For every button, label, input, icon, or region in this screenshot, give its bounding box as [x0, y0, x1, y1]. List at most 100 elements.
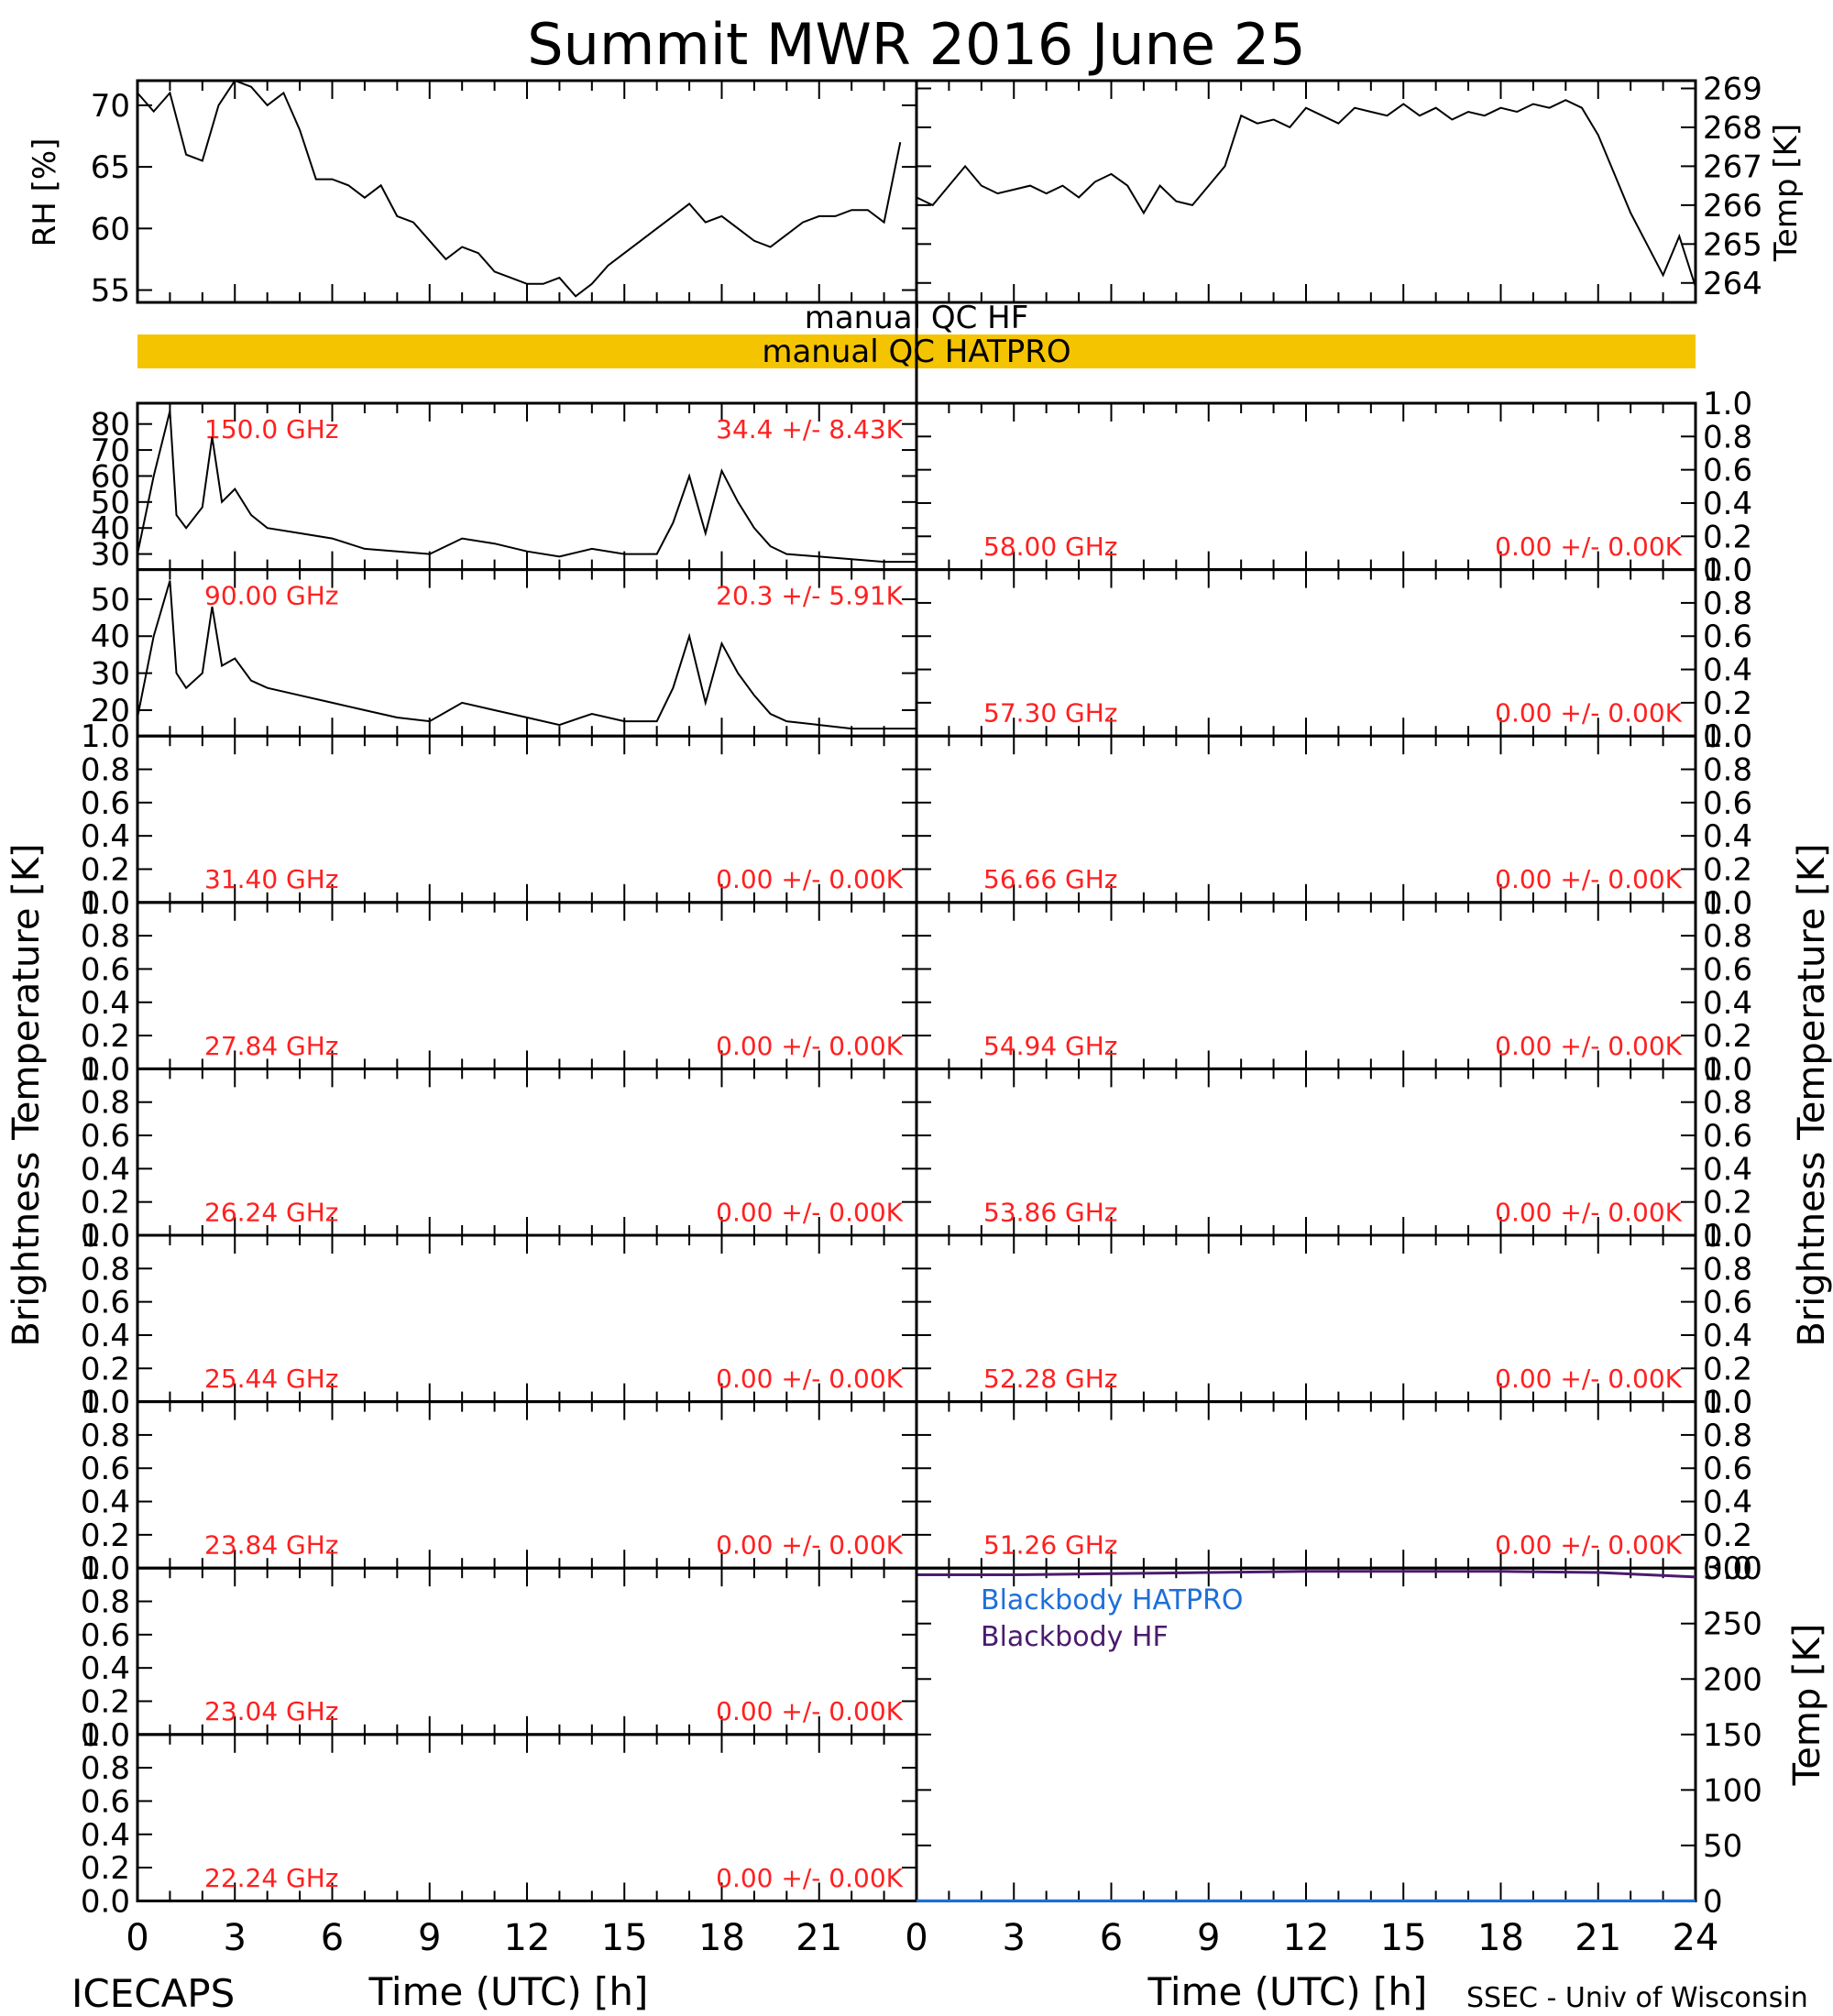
frequency-label: 150.0 GHz: [204, 414, 339, 444]
y-tick-label: 0.8: [1703, 419, 1752, 455]
panel-ch2224: 0.00.20.40.60.81.022.24 GHz 0.00 +/- 0.00…: [81, 1717, 918, 1920]
panel-ch5666: 0.00.20.40.60.81.056.66 GHz 0.00 +/- 0.00…: [915, 718, 1752, 922]
stats-label: 0.00 +/- 0.00K: [716, 1197, 903, 1227]
stats-label: 20.3 +/- 5.91K: [716, 581, 903, 611]
y-tick-label: 0.6: [1703, 785, 1752, 822]
x-axis-label: Time (UTC) [h]: [368, 1969, 649, 2014]
y-tick-label: 1.0: [1703, 386, 1752, 422]
frequency-label: 54.94 GHz: [983, 1031, 1118, 1061]
y-tick-label: 70: [91, 88, 130, 125]
y-tick-label: 40: [91, 510, 130, 547]
y-tick-label: 30: [91, 656, 130, 693]
y-tick-label: 0.4: [81, 985, 130, 1022]
y-tick-label: 0.0: [81, 1550, 130, 1587]
y-tick-label: 0.4: [1703, 985, 1752, 1022]
panel-ch3140: 0.00.20.40.60.81.031.40 GHz 0.00 +/- 0.00…: [81, 718, 918, 922]
y-tick-label: 0.2: [81, 1351, 130, 1387]
stats-label: 0.00 +/- 0.00K: [1495, 531, 1682, 562]
y-tick-label: 65: [91, 149, 130, 186]
y-tick-label: 0.0: [1703, 1385, 1752, 1421]
y-tick-label: 0.4: [1703, 818, 1752, 855]
frequency-label: 52.28 GHz: [983, 1364, 1118, 1394]
x-axes: 0 3 6 9 12 15 18 21 Time (UTC) [h] 0 3 6 9 12 15 18 21 24…: [126, 1917, 1718, 2014]
frequency-label: 51.26 GHz: [983, 1530, 1118, 1561]
frequency-label: 23.84 GHz: [204, 1530, 339, 1561]
frequency-label: 31.40 GHz: [204, 864, 339, 894]
y-tick-label: 1.0: [1703, 1051, 1752, 1088]
y-tick-label: 0.6: [81, 1783, 130, 1820]
y-tick-label: 250: [1703, 1606, 1762, 1643]
x-tick-label: 0: [905, 1917, 927, 1959]
y-tick-label: 0.2: [81, 1850, 130, 1887]
x-tick-label: 9: [1197, 1917, 1220, 1959]
stats-label: 0.00 +/- 0.00K: [1495, 698, 1682, 729]
y-tick-label: 1.0: [81, 1717, 130, 1754]
y-tick-label: 0.4: [1703, 1485, 1752, 1521]
y-tick-label: 0.0: [81, 1051, 130, 1088]
y-tick-label: 0.4: [81, 818, 130, 855]
y-tick-label: 1.0: [1703, 1218, 1752, 1255]
temp-axis-label: Temp [K]: [1768, 124, 1805, 262]
y-tick-label: 266: [1703, 188, 1762, 225]
y-tick-label: 70: [91, 433, 130, 469]
stats-label: 0.00 +/- 0.00K: [716, 864, 903, 894]
y-tick-label: 1.0: [81, 885, 130, 922]
y-tick-label: 0.0: [1703, 1218, 1752, 1255]
y-tick-label: 55: [91, 273, 130, 310]
y-tick-label: 60: [91, 458, 130, 495]
y-tick-label: 1.0: [81, 1550, 130, 1587]
y-tick-label: 0.4: [81, 1817, 130, 1854]
legend-entry: Blackbody HATPRO: [981, 1584, 1244, 1616]
y-tick-label: 0.4: [1703, 1151, 1752, 1188]
y-tick-label: 0.4: [81, 1650, 130, 1687]
y-tick-label: 0.2: [1703, 1517, 1752, 1554]
x-tick-label: 21: [1575, 1917, 1621, 1959]
y-tick-label: 0.6: [81, 1118, 130, 1155]
y-tick-label: 0.6: [1703, 1451, 1752, 1487]
x-tick-label: 15: [1380, 1917, 1427, 1959]
credit-label: SSEC - Univ of Wisconsin: [1466, 1982, 1808, 2014]
y-tick-label: 0.4: [81, 1318, 130, 1354]
y-tick-label: 0.2: [1703, 1185, 1752, 1222]
y-tick-label: 264: [1703, 266, 1762, 302]
panel-ch2384: 0.00.20.40.60.81.023.84 GHz 0.00 +/- 0.00…: [81, 1385, 918, 1587]
x-tick-label: 6: [1100, 1917, 1123, 1959]
y-tick-label: 0.0: [81, 885, 130, 922]
y-tick-label: 0.8: [81, 1251, 130, 1287]
chart-title: Summit MWR 2016 June 25: [527, 11, 1305, 78]
y-tick-label: 0.6: [81, 1285, 130, 1321]
y-tick-label: 0.2: [81, 1018, 130, 1055]
x-tick-label: 3: [224, 1917, 247, 1959]
x-axis-label: Time (UTC) [h]: [1147, 1969, 1428, 2014]
y-tick-label: 0.6: [1703, 1285, 1752, 1321]
y-tick-label: 1.0: [81, 1218, 130, 1255]
y-tick-label: 0.2: [81, 1517, 130, 1554]
y-tick-label: 0.0: [1703, 1550, 1752, 1587]
stats-label: 0.00 +/- 0.00K: [716, 1364, 903, 1394]
y-tick-label: 1.0: [1703, 1385, 1752, 1421]
stats-label: 0.00 +/- 0.00K: [1495, 1364, 1682, 1394]
y-tick-label: 1.0: [81, 1385, 130, 1421]
frequency-label: 26.24 GHz: [204, 1197, 339, 1227]
y-tick-label: 1.0: [81, 718, 130, 755]
y-tick-label: 150: [1703, 1717, 1762, 1754]
y-tick-label: 0.2: [1703, 1018, 1752, 1055]
y-tick-label: 80: [91, 407, 130, 444]
series-line: [137, 580, 916, 730]
stats-label: 0.00 +/- 0.00K: [1495, 1031, 1682, 1061]
x-tick-label: 0: [126, 1917, 148, 1959]
left-axis-title: Brightness Temperature [K]: [5, 843, 48, 1346]
frequency-label: 23.04 GHz: [204, 1696, 339, 1726]
y-tick-label: 40: [91, 619, 130, 655]
y-tick-label: 267: [1703, 148, 1762, 185]
x-tick-label: 15: [601, 1917, 648, 1959]
stats-label: 0.00 +/- 0.00K: [1495, 1530, 1682, 1561]
y-tick-label: 0.2: [1703, 1351, 1752, 1387]
y-tick-label: 0.2: [1703, 519, 1752, 555]
y-tick-label: 0.6: [1703, 1118, 1752, 1155]
stats-label: 0.00 +/- 0.00K: [716, 1863, 903, 1893]
y-tick-label: 1.0: [1703, 553, 1752, 589]
y-tick-label: 0.2: [1703, 851, 1752, 888]
frequency-label: 56.66 GHz: [983, 864, 1118, 894]
